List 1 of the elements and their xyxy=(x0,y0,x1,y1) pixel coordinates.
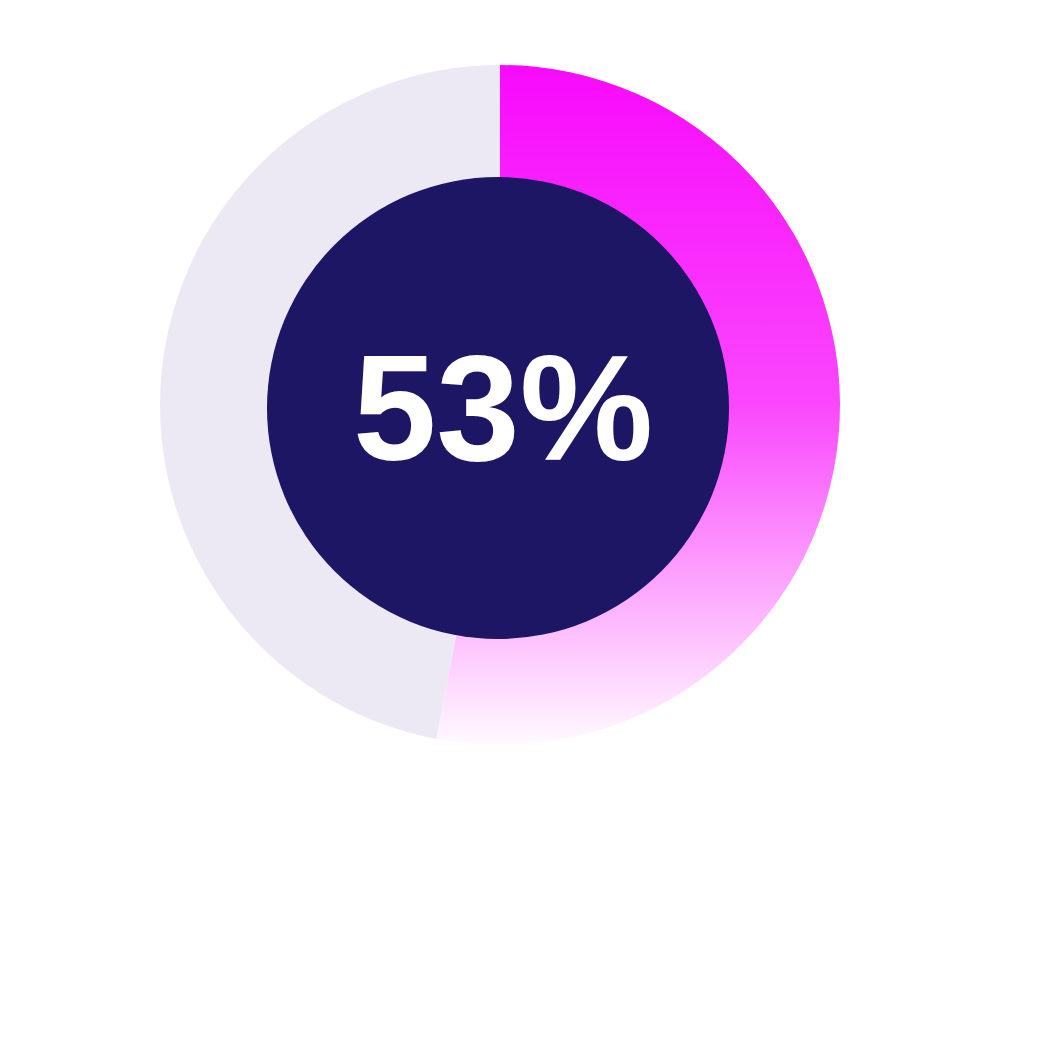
data-label: 53% xyxy=(352,324,654,492)
